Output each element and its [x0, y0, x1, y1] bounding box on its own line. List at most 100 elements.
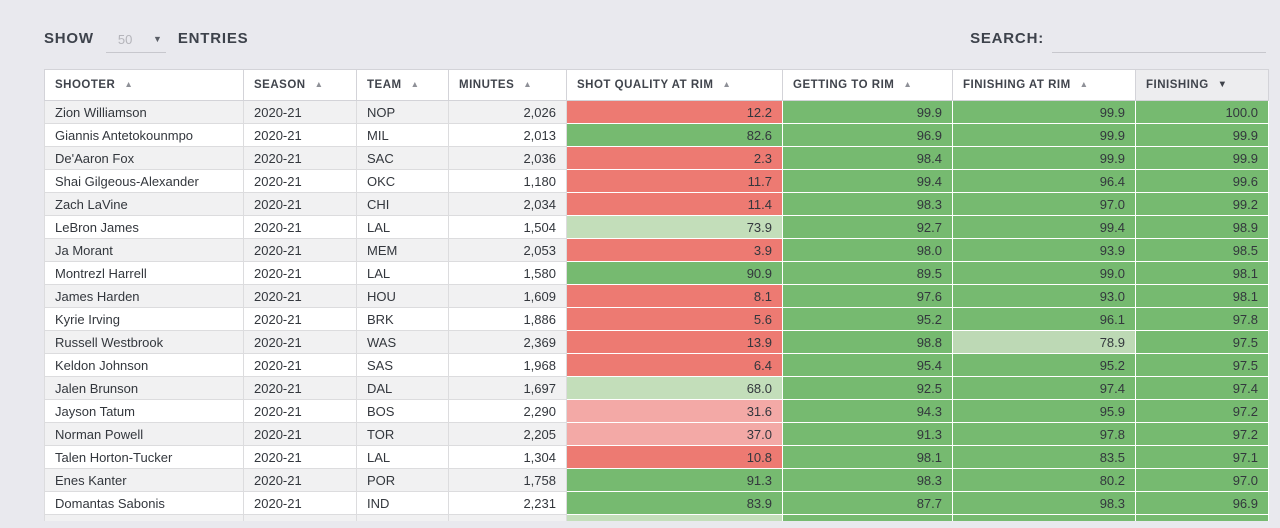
- stats-table: SHOOTER ▲ SEASON ▲ TEAM ▲ MINUTES ▲ SHOT QUALITY…: [44, 69, 1269, 521]
- getting-to-rim-cell: 98.0: [782, 238, 953, 262]
- season-cell: 2020-21: [243, 491, 357, 515]
- minutes-cell: 1,758: [448, 468, 567, 492]
- shot-quality-at-rim-cell: [566, 514, 783, 521]
- column-label: MINUTES: [459, 79, 515, 91]
- sort-desc-icon: ▼: [1217, 79, 1228, 90]
- shot-quality-at-rim-cell: 68.0: [566, 376, 783, 400]
- getting-to-rim-cell: 95.4: [782, 353, 953, 377]
- shooter-cell: Zion Williamson: [44, 100, 244, 124]
- team-cell: LAL: [356, 445, 449, 469]
- team-cell: POR: [356, 468, 449, 492]
- search-label: SEARCH:: [970, 30, 1044, 47]
- shot-quality-at-rim-cell: 82.6: [566, 123, 783, 147]
- minutes-cell: 2,036: [448, 146, 567, 170]
- finishing-at-rim-cell: 95.9: [952, 399, 1136, 423]
- finishing-at-rim-cell: 80.2: [952, 468, 1136, 492]
- shot-quality-at-rim-cell: 11.7: [566, 169, 783, 193]
- getting-to-rim-cell: 98.4: [782, 146, 953, 170]
- column-header-finishing-at-rim[interactable]: FINISHING AT RIM ▲: [952, 69, 1136, 101]
- team-cell: TOR: [356, 422, 449, 446]
- shot-quality-at-rim-cell: 2.3: [566, 146, 783, 170]
- column-label: SHOOTER: [55, 79, 116, 91]
- team-cell: CHI: [356, 192, 449, 216]
- team-cell: IND: [356, 491, 449, 515]
- page-size-select[interactable]: 50 ▼: [105, 26, 166, 53]
- getting-to-rim-cell: 92.7: [782, 215, 953, 239]
- finishing-at-rim-cell: 83.5: [952, 445, 1136, 469]
- search-control: SEARCH:: [970, 29, 1266, 53]
- finishing-cell: 97.4: [1135, 376, 1269, 400]
- column-header-team[interactable]: TEAM ▲: [356, 69, 449, 101]
- column-header-season[interactable]: SEASON ▲: [243, 69, 357, 101]
- getting-to-rim-cell: [782, 514, 953, 521]
- shooter-cell: Talen Horton-Tucker: [44, 445, 244, 469]
- shooter-cell: Keldon Johnson: [44, 353, 244, 377]
- table-row-partial: [44, 514, 1269, 521]
- finishing-cell: 99.6: [1135, 169, 1269, 193]
- sort-asc-icon: ▲: [523, 79, 533, 89]
- getting-to-rim-cell: 98.3: [782, 468, 953, 492]
- show-label: SHOW: [44, 30, 94, 47]
- team-cell: MIL: [356, 123, 449, 147]
- season-cell: 2020-21: [243, 123, 357, 147]
- finishing-cell: 96.9: [1135, 491, 1269, 515]
- season-cell: 2020-21: [243, 215, 357, 239]
- column-header-minutes[interactable]: MINUTES ▲: [448, 69, 567, 101]
- sort-asc-icon: ▲: [124, 79, 134, 89]
- getting-to-rim-cell: 96.9: [782, 123, 953, 147]
- page-size-value: 50: [117, 31, 133, 47]
- minutes-cell: 2,034: [448, 192, 567, 216]
- shooter-cell: LeBron James: [44, 215, 244, 239]
- shooter-cell: Enes Kanter: [44, 468, 244, 492]
- season-cell: 2020-21: [243, 307, 357, 331]
- shot-quality-at-rim-cell: 83.9: [566, 491, 783, 515]
- shot-quality-at-rim-cell: 6.4: [566, 353, 783, 377]
- finishing-cell: 98.9: [1135, 215, 1269, 239]
- table-body: Zion Williamson 2020-21 NOP 2,026 12.2 99.9 99…: [44, 100, 1269, 521]
- season-cell: [243, 514, 357, 521]
- finishing-at-rim-cell: 78.9: [952, 330, 1136, 354]
- finishing-at-rim-cell: 96.1: [952, 307, 1136, 331]
- column-header-finishing[interactable]: FINISHING ▼: [1135, 69, 1269, 101]
- finishing-cell: 98.1: [1135, 284, 1269, 308]
- getting-to-rim-cell: 87.7: [782, 491, 953, 515]
- column-header-shooter[interactable]: SHOOTER ▲: [44, 69, 244, 101]
- team-cell: SAS: [356, 353, 449, 377]
- entries-label: ENTRIES: [177, 30, 249, 47]
- shooter-cell: James Harden: [44, 284, 244, 308]
- season-cell: 2020-21: [243, 468, 357, 492]
- finishing-cell: 97.0: [1135, 468, 1269, 492]
- table-row: LeBron James 2020-21 LAL 1,504 73.9 92.7 99.4 9…: [44, 215, 1269, 239]
- finishing-at-rim-cell: 95.2: [952, 353, 1136, 377]
- shot-quality-at-rim-cell: 91.3: [566, 468, 783, 492]
- minutes-cell: 2,290: [448, 399, 567, 423]
- column-label: FINISHING: [1146, 79, 1209, 91]
- shooter-cell: Giannis Antetokounmpo: [44, 123, 244, 147]
- column-label: GETTING TO RIM: [793, 79, 895, 91]
- getting-to-rim-cell: 97.6: [782, 284, 953, 308]
- finishing-cell: [1135, 514, 1269, 521]
- finishing-cell: 97.8: [1135, 307, 1269, 331]
- shooter-cell: Russell Westbrook: [44, 330, 244, 354]
- column-header-shot-quality-at-rim[interactable]: SHOT QUALITY AT RIM ▲: [566, 69, 783, 101]
- getting-to-rim-cell: 91.3: [782, 422, 953, 446]
- table-row: De'Aaron Fox 2020-21 SAC 2,036 2.3 98.4 99.9 99…: [44, 146, 1269, 170]
- team-cell: BOS: [356, 399, 449, 423]
- team-cell: LAL: [356, 261, 449, 285]
- column-label: FINISHING AT RIM: [963, 79, 1071, 91]
- team-cell: NOP: [356, 100, 449, 124]
- minutes-cell: 1,304: [448, 445, 567, 469]
- shooter-cell: Domantas Sabonis: [44, 491, 244, 515]
- season-cell: 2020-21: [243, 261, 357, 285]
- shot-quality-at-rim-cell: 31.6: [566, 399, 783, 423]
- search-input[interactable]: [1052, 29, 1266, 53]
- table-row: Zach LaVine 2020-21 CHI 2,034 11.4 98.3 97.0 99…: [44, 192, 1269, 216]
- minutes-cell: 2,026: [448, 100, 567, 124]
- shooter-cell: Jayson Tatum: [44, 399, 244, 423]
- finishing-at-rim-cell: 99.0: [952, 261, 1136, 285]
- column-label: SEASON: [254, 79, 306, 91]
- getting-to-rim-cell: 95.2: [782, 307, 953, 331]
- season-cell: 2020-21: [243, 284, 357, 308]
- team-cell: BRK: [356, 307, 449, 331]
- column-header-getting-to-rim[interactable]: GETTING TO RIM ▲: [782, 69, 953, 101]
